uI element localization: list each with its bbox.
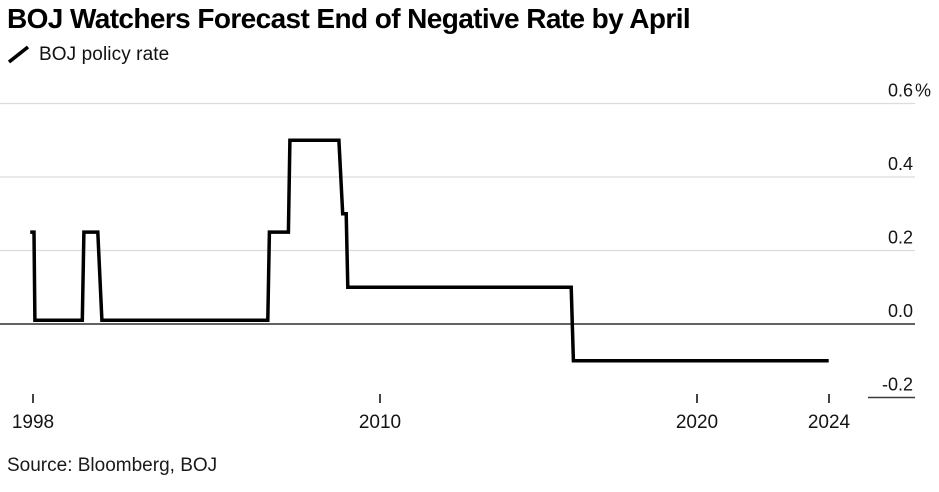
- y-axis-label: 0.4: [888, 154, 913, 174]
- y-axis-unit-label: %: [915, 81, 931, 101]
- y-axis-label: 0.2: [888, 228, 913, 248]
- x-axis-label: 1998: [12, 412, 54, 433]
- legend-label: BOJ policy rate: [39, 44, 170, 65]
- source-note: Source: Bloomberg, BOJ: [7, 455, 218, 476]
- y-axis-label: -0.2: [882, 375, 913, 395]
- policy-rate-line: [30, 138, 829, 363]
- line-series-icon: [7, 45, 30, 64]
- x-axis-label: 2010: [359, 412, 401, 433]
- x-axis-label: 2020: [676, 412, 718, 433]
- chart-title: BOJ Watchers Forecast End of Negative Ra…: [7, 3, 691, 34]
- x-axis-label: 2024: [808, 412, 851, 433]
- y-axis-label: 0.0: [888, 301, 913, 321]
- y-axis-label: 0.6: [888, 81, 913, 101]
- legend: BOJ policy rate: [7, 44, 169, 66]
